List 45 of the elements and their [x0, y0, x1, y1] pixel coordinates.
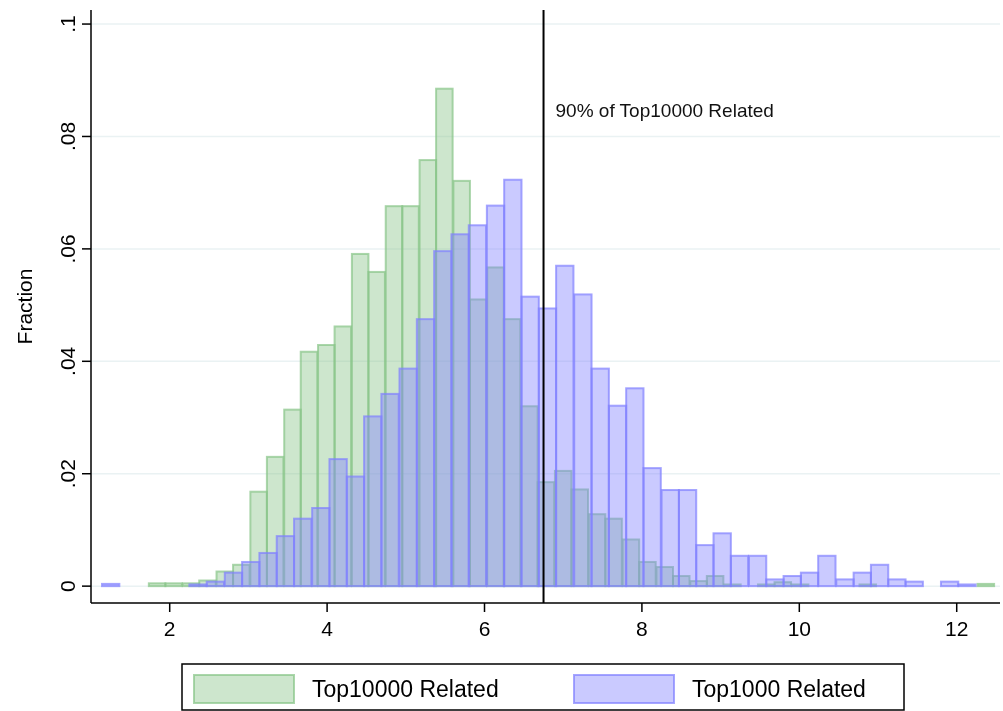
bar [695, 544, 715, 588]
y-axis-title: Fraction [13, 268, 36, 345]
y-tick-label: .02 [56, 459, 79, 489]
bar [712, 532, 732, 588]
bar [976, 582, 996, 588]
bar [258, 551, 278, 588]
x-tick-label: 12 [945, 617, 969, 640]
y-tick-label: .04 [56, 346, 79, 376]
x-tick-label: 2 [163, 617, 176, 640]
bar [590, 367, 610, 588]
bar [101, 582, 121, 588]
legend-label: Top1000 Related [692, 676, 866, 702]
bar [887, 578, 907, 588]
y-tick-label: .08 [56, 121, 79, 152]
bar [729, 554, 750, 588]
y-tick-label: .1 [56, 15, 79, 33]
bar [817, 554, 837, 588]
bar [904, 580, 924, 588]
bar [677, 489, 698, 588]
bar [503, 178, 523, 588]
x-tick-label: 6 [478, 617, 491, 640]
bar [642, 467, 662, 588]
bar [520, 295, 540, 588]
bar [835, 578, 855, 588]
x-tick-label: 10 [787, 617, 811, 640]
bar [293, 517, 313, 588]
x-tick-label: 4 [321, 617, 334, 640]
bar [573, 293, 593, 588]
bar [164, 582, 183, 588]
bar [147, 582, 167, 588]
bar [485, 204, 506, 588]
bar [450, 233, 470, 588]
x-tick-label: 8 [636, 617, 648, 640]
ref-line-label: 90% of Top10000 Related [555, 100, 774, 121]
y-tick-label: 0 [56, 580, 79, 592]
bar [869, 563, 890, 588]
bar [328, 458, 348, 588]
legend-label: Top10000 Related [312, 676, 499, 702]
bar [467, 224, 488, 588]
bar [380, 392, 400, 588]
bar [625, 387, 645, 588]
bar [765, 578, 785, 588]
bar [747, 554, 768, 588]
bar [555, 264, 575, 588]
y-tick-label: .06 [56, 234, 79, 264]
